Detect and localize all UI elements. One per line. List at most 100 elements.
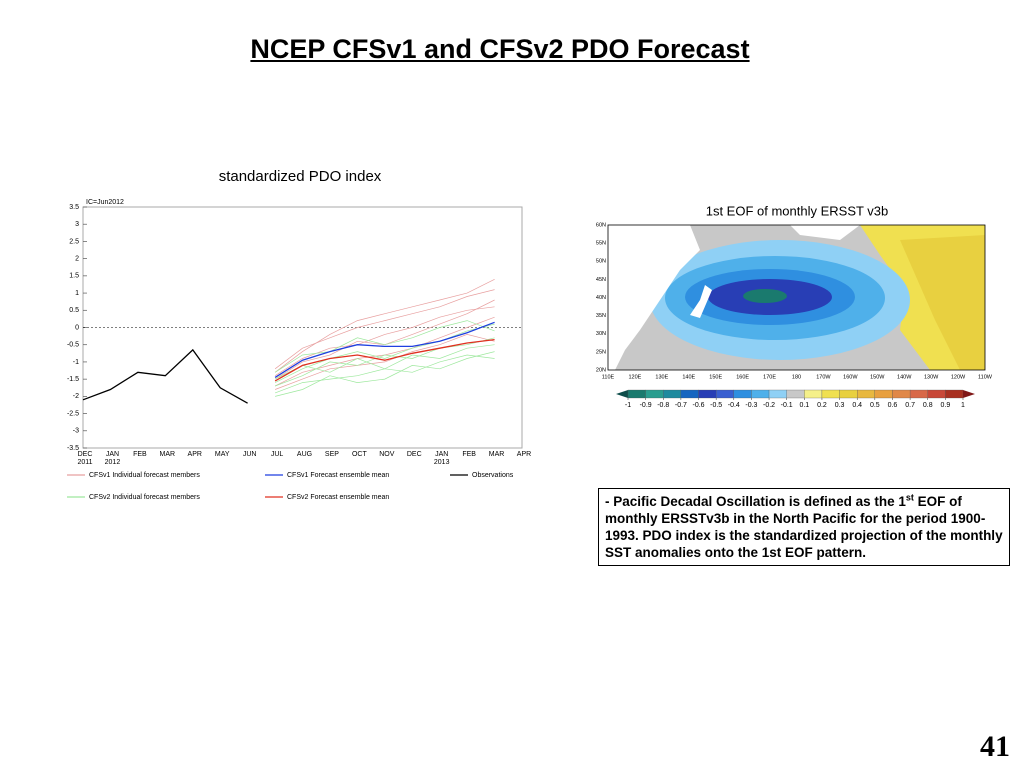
colorbar-label: -0.4 — [728, 402, 740, 409]
legend-label: CFSv2 Individual forecast members — [89, 494, 200, 501]
series-line — [274, 337, 495, 387]
note-lead: Pacific Decadal Oscillation is defined a… — [613, 494, 906, 509]
x-year-label: 2012 — [105, 459, 121, 466]
colorbar-label: -0.7 — [675, 402, 687, 409]
lon-label: 170W — [816, 374, 831, 380]
colorbar-label: 0.9 — [941, 402, 951, 409]
map-positive-strong — [900, 235, 985, 370]
lon-label: 110E — [602, 374, 615, 380]
map-negative-core — [743, 289, 787, 303]
y-tick-label: 2.5 — [69, 238, 79, 245]
note-sup: st — [905, 492, 914, 503]
y-tick-label: 1 — [75, 290, 79, 297]
series-line — [274, 289, 495, 370]
map-title: 1st EOF of monthly ERSST v3b — [706, 203, 889, 218]
lon-label: 160W — [843, 374, 858, 380]
x-tick-label: APR — [188, 451, 202, 458]
colorbar-label: -0.9 — [640, 402, 652, 409]
lat-label: 25N — [596, 349, 606, 355]
x-tick-label: JAN — [106, 451, 119, 458]
x-tick-label: DEC — [78, 451, 93, 458]
colorbar-label: 0.2 — [817, 402, 827, 409]
colorbar-box — [698, 389, 717, 399]
slide-title: NCEP CFSv1 and CFSv2 PDO Forecast — [250, 34, 750, 64]
y-tick-label: -3.5 — [67, 445, 79, 452]
x-tick-label: FEB — [133, 451, 147, 458]
lon-label: 120W — [951, 374, 966, 380]
colorbar-label: 0.4 — [852, 402, 862, 409]
colorbar-label: -0.2 — [763, 402, 775, 409]
lon-label: 140W — [897, 374, 912, 380]
colorbar-box — [945, 389, 964, 399]
x-tick-label: MAR — [160, 451, 176, 458]
series-line — [274, 323, 495, 383]
lon-label: 150E — [709, 374, 722, 380]
note-rest: EOF of monthly ERSSTv3b in the North Pac… — [605, 494, 1003, 560]
colorbar-box — [804, 389, 823, 399]
colorbar-label: -0.6 — [692, 402, 704, 409]
colorbar-box — [716, 389, 734, 399]
x-tick-label: JUL — [271, 451, 284, 458]
x-tick-label: JUN — [243, 451, 257, 458]
colorbar-label: 0.8 — [923, 402, 933, 409]
colorbar-label: 0.1 — [799, 402, 809, 409]
colorbar-label: 1 — [961, 402, 965, 409]
colorbar-label: 0.7 — [905, 402, 915, 409]
x-tick-label: APR — [517, 451, 531, 458]
chart-title: standardized PDO index — [219, 168, 382, 185]
y-tick-label: -2 — [73, 393, 79, 400]
lat-label: 50N — [596, 259, 606, 265]
lon-label: 120E — [628, 374, 641, 380]
colorbar-box — [645, 389, 664, 399]
note-box: - Pacific Decadal Oscillation is defined… — [598, 488, 1010, 566]
lat-label: 35N — [596, 313, 606, 319]
eof-map: 1st EOF of monthly ERSST v3b 60N 55N 50N 45… — [596, 203, 993, 408]
series-line — [82, 348, 248, 404]
legend-label: CFSv1 Forecast ensemble mean — [287, 472, 389, 479]
x-year-label: 2011 — [77, 459, 92, 466]
legend-label: Observations — [472, 472, 514, 479]
colorbar-end — [616, 390, 628, 398]
lat-label: 30N — [596, 331, 606, 337]
colorbar-box — [909, 389, 928, 399]
x-tick-label: AUG — [297, 451, 312, 458]
series-line — [274, 334, 495, 390]
map-land-asia — [608, 225, 700, 370]
colorbar-label: -0.3 — [745, 402, 757, 409]
y-tick-label: -0.5 — [67, 342, 79, 349]
colorbar-box — [733, 389, 752, 399]
page-number: 41 — [980, 730, 1010, 763]
x-tick-label: FEB — [462, 451, 476, 458]
map-frame — [607, 224, 986, 371]
x-tick-label: NOV — [379, 451, 395, 458]
y-tick-label: 3 — [75, 221, 79, 228]
lon-label: 130W — [924, 374, 939, 380]
y-tick-label: 3.5 — [69, 204, 79, 211]
colorbar-box — [927, 389, 946, 399]
series-line — [275, 351, 495, 397]
x-tick-label: MAR — [489, 451, 505, 458]
lon-label: 130E — [655, 374, 668, 380]
colorbar-label: -0.1 — [781, 402, 793, 409]
lat-label: 20N — [596, 367, 606, 373]
lon-label: 150W — [870, 374, 885, 380]
lat-label: 60N — [596, 222, 606, 228]
colorbar-label: 0.5 — [870, 402, 880, 409]
lat-label: 40N — [596, 295, 606, 301]
series-line — [274, 278, 495, 373]
legend-label: CFSv2 Forecast ensemble mean — [287, 494, 389, 501]
colorbar-box — [663, 389, 682, 399]
colorbar-label: 0.6 — [888, 402, 898, 409]
colorbar-box — [786, 389, 805, 399]
series-line — [274, 320, 495, 373]
y-tick-label: 0.5 — [69, 307, 79, 314]
lon-label: 160E — [736, 374, 749, 380]
lon-label: 140E — [682, 374, 695, 380]
lon-label: 170E — [763, 374, 776, 380]
map-land-japan — [690, 285, 712, 318]
x-tick-label: SEP — [325, 451, 339, 458]
x-tick-label: MAY — [215, 451, 230, 458]
colorbar-box — [874, 389, 893, 399]
series-line — [274, 338, 495, 382]
